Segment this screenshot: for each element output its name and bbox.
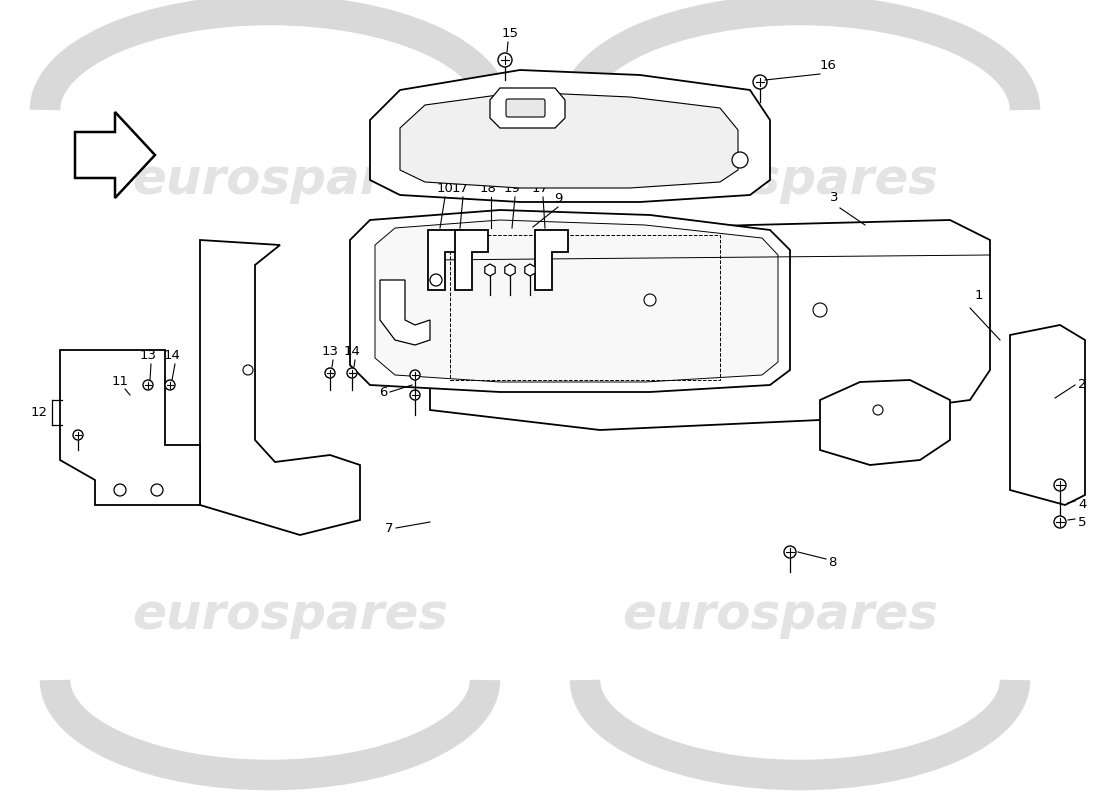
Text: 8: 8 — [828, 555, 836, 569]
Polygon shape — [535, 230, 568, 290]
Circle shape — [243, 365, 253, 375]
Polygon shape — [75, 112, 155, 198]
Polygon shape — [370, 70, 770, 202]
Circle shape — [430, 274, 442, 286]
Text: 5: 5 — [1078, 515, 1087, 529]
FancyBboxPatch shape — [506, 99, 544, 117]
Text: 9: 9 — [553, 192, 562, 205]
Circle shape — [1054, 479, 1066, 491]
Polygon shape — [350, 210, 790, 392]
Polygon shape — [379, 280, 430, 345]
Text: 7: 7 — [385, 522, 393, 534]
Text: eurospares: eurospares — [132, 591, 448, 639]
Text: 16: 16 — [820, 59, 837, 72]
Text: 17: 17 — [451, 182, 469, 195]
Polygon shape — [505, 264, 515, 276]
Text: 14: 14 — [164, 349, 180, 362]
Circle shape — [346, 368, 358, 378]
Polygon shape — [375, 220, 778, 382]
Circle shape — [784, 546, 796, 558]
Text: 13: 13 — [321, 345, 339, 358]
Polygon shape — [455, 230, 488, 290]
Circle shape — [732, 152, 748, 168]
Circle shape — [813, 303, 827, 317]
Polygon shape — [820, 380, 950, 465]
Polygon shape — [490, 88, 565, 128]
Text: 17: 17 — [531, 182, 549, 195]
Polygon shape — [1010, 325, 1085, 505]
Circle shape — [73, 430, 82, 440]
Text: 13: 13 — [140, 349, 156, 362]
Circle shape — [873, 405, 883, 415]
Polygon shape — [60, 350, 200, 505]
Text: 6: 6 — [379, 386, 388, 398]
Circle shape — [324, 368, 336, 378]
Text: 2: 2 — [1078, 378, 1087, 391]
Text: 4: 4 — [1078, 498, 1087, 510]
Text: 11: 11 — [112, 375, 129, 388]
Circle shape — [498, 53, 512, 67]
Text: eurospares: eurospares — [621, 156, 938, 204]
Text: 1: 1 — [975, 289, 983, 302]
Text: 10: 10 — [437, 182, 453, 195]
Polygon shape — [525, 264, 536, 276]
Circle shape — [410, 370, 420, 380]
Polygon shape — [485, 264, 495, 276]
Text: 19: 19 — [504, 182, 520, 195]
Circle shape — [165, 380, 175, 390]
Circle shape — [151, 484, 163, 496]
Circle shape — [143, 380, 153, 390]
Polygon shape — [428, 230, 462, 290]
Polygon shape — [400, 92, 738, 188]
Text: eurospares: eurospares — [132, 156, 448, 204]
Circle shape — [644, 294, 656, 306]
Text: 15: 15 — [502, 27, 519, 40]
Text: 12: 12 — [31, 406, 48, 418]
Circle shape — [114, 484, 126, 496]
Circle shape — [754, 75, 767, 89]
Text: 3: 3 — [829, 191, 838, 204]
Circle shape — [1054, 516, 1066, 528]
Text: 18: 18 — [480, 182, 496, 195]
Circle shape — [410, 390, 420, 400]
Text: eurospares: eurospares — [621, 591, 938, 639]
Text: 14: 14 — [343, 345, 361, 358]
Polygon shape — [200, 240, 360, 535]
Polygon shape — [430, 220, 990, 430]
